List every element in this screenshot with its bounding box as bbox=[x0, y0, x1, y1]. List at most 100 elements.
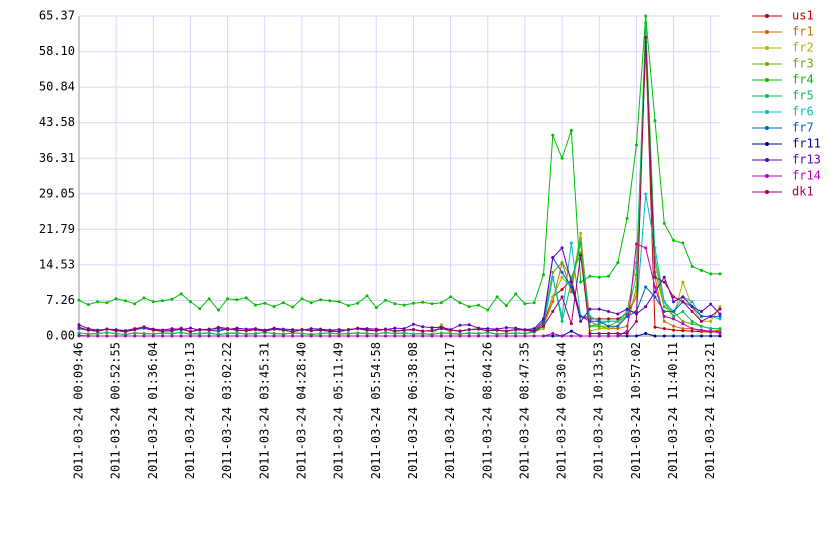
data-point bbox=[467, 334, 471, 338]
x-tick-label: 2011-03-24 03:02:22 bbox=[220, 342, 234, 479]
data-point bbox=[634, 273, 638, 277]
data-point bbox=[226, 327, 230, 331]
data-point bbox=[263, 329, 267, 333]
data-point bbox=[588, 319, 592, 323]
data-point bbox=[300, 332, 304, 336]
data-point bbox=[114, 297, 118, 301]
data-point bbox=[532, 327, 536, 331]
data-point bbox=[105, 327, 109, 331]
data-point bbox=[114, 332, 118, 336]
data-point bbox=[105, 334, 109, 338]
data-point bbox=[551, 275, 555, 279]
data-point bbox=[625, 217, 629, 221]
data-point bbox=[672, 317, 676, 321]
x-tick-label: 2011-03-24 00:09:46 bbox=[72, 342, 86, 479]
data-point bbox=[244, 329, 248, 333]
data-point bbox=[365, 294, 369, 298]
data-point bbox=[161, 329, 165, 333]
data-point bbox=[365, 328, 369, 332]
data-point bbox=[77, 323, 81, 327]
data-point bbox=[114, 329, 118, 333]
data-point bbox=[309, 301, 313, 305]
data-point bbox=[151, 328, 155, 332]
data-point bbox=[588, 334, 592, 338]
data-point bbox=[709, 329, 713, 333]
data-point bbox=[551, 334, 555, 338]
data-point bbox=[690, 334, 694, 338]
data-point bbox=[644, 14, 648, 18]
data-point bbox=[161, 299, 165, 303]
data-point bbox=[467, 305, 471, 309]
data-point bbox=[662, 319, 666, 323]
data-point bbox=[579, 241, 583, 245]
data-point bbox=[356, 301, 360, 305]
legend-label: fr14 bbox=[792, 169, 821, 183]
data-point bbox=[421, 334, 425, 338]
legend-label: fr5 bbox=[792, 89, 814, 103]
data-point bbox=[588, 274, 592, 278]
data-point bbox=[226, 332, 230, 336]
data-point bbox=[105, 301, 109, 305]
data-point bbox=[393, 334, 397, 338]
data-point bbox=[207, 297, 211, 301]
data-point bbox=[597, 334, 601, 338]
data-point bbox=[458, 329, 462, 333]
data-point bbox=[588, 332, 592, 336]
data-point bbox=[319, 328, 323, 332]
data-point bbox=[411, 334, 415, 338]
y-tick-label: 0.00 bbox=[46, 329, 75, 343]
series-line bbox=[78, 42, 721, 336]
data-point bbox=[281, 334, 285, 338]
data-point bbox=[365, 334, 369, 338]
data-point bbox=[532, 329, 536, 333]
series-line bbox=[78, 42, 721, 336]
data-point bbox=[263, 301, 267, 305]
legend-marker bbox=[765, 78, 769, 82]
data-point bbox=[625, 307, 629, 311]
data-point bbox=[662, 310, 666, 314]
data-point bbox=[634, 319, 638, 323]
data-point bbox=[551, 332, 555, 336]
data-point bbox=[672, 334, 676, 338]
data-point bbox=[430, 329, 434, 333]
data-point bbox=[541, 327, 545, 331]
data-point bbox=[393, 332, 397, 336]
data-point bbox=[690, 322, 694, 326]
legend-marker bbox=[765, 126, 769, 130]
data-point bbox=[588, 307, 592, 311]
data-point bbox=[114, 334, 118, 338]
data-point bbox=[86, 334, 90, 338]
data-point bbox=[151, 300, 155, 304]
data-point bbox=[672, 314, 676, 318]
data-point bbox=[625, 314, 629, 318]
data-point bbox=[393, 329, 397, 333]
data-point bbox=[337, 330, 341, 334]
data-point bbox=[681, 319, 685, 323]
data-point bbox=[653, 290, 657, 294]
data-point bbox=[672, 328, 676, 332]
data-point bbox=[560, 246, 564, 250]
data-point bbox=[300, 334, 304, 338]
data-point bbox=[690, 329, 694, 333]
data-point bbox=[672, 310, 676, 314]
data-point bbox=[523, 302, 527, 306]
data-point bbox=[254, 328, 258, 332]
data-point bbox=[281, 328, 285, 332]
data-point bbox=[597, 324, 601, 328]
data-point bbox=[216, 308, 220, 312]
y-tick-label: 29.05 bbox=[39, 186, 75, 200]
data-point bbox=[607, 274, 611, 278]
data-point bbox=[560, 275, 564, 279]
legend-label: fr1 bbox=[792, 25, 814, 39]
x-tick-label: 2011-03-24 12:23:21 bbox=[703, 342, 717, 479]
data-point bbox=[551, 270, 555, 274]
data-point bbox=[662, 327, 666, 331]
data-point bbox=[319, 298, 323, 302]
data-point bbox=[569, 329, 573, 333]
series-line bbox=[78, 42, 721, 333]
data-point bbox=[690, 319, 694, 323]
data-point bbox=[476, 332, 480, 336]
data-point bbox=[281, 301, 285, 305]
data-point bbox=[681, 295, 685, 299]
data-point bbox=[607, 327, 611, 331]
